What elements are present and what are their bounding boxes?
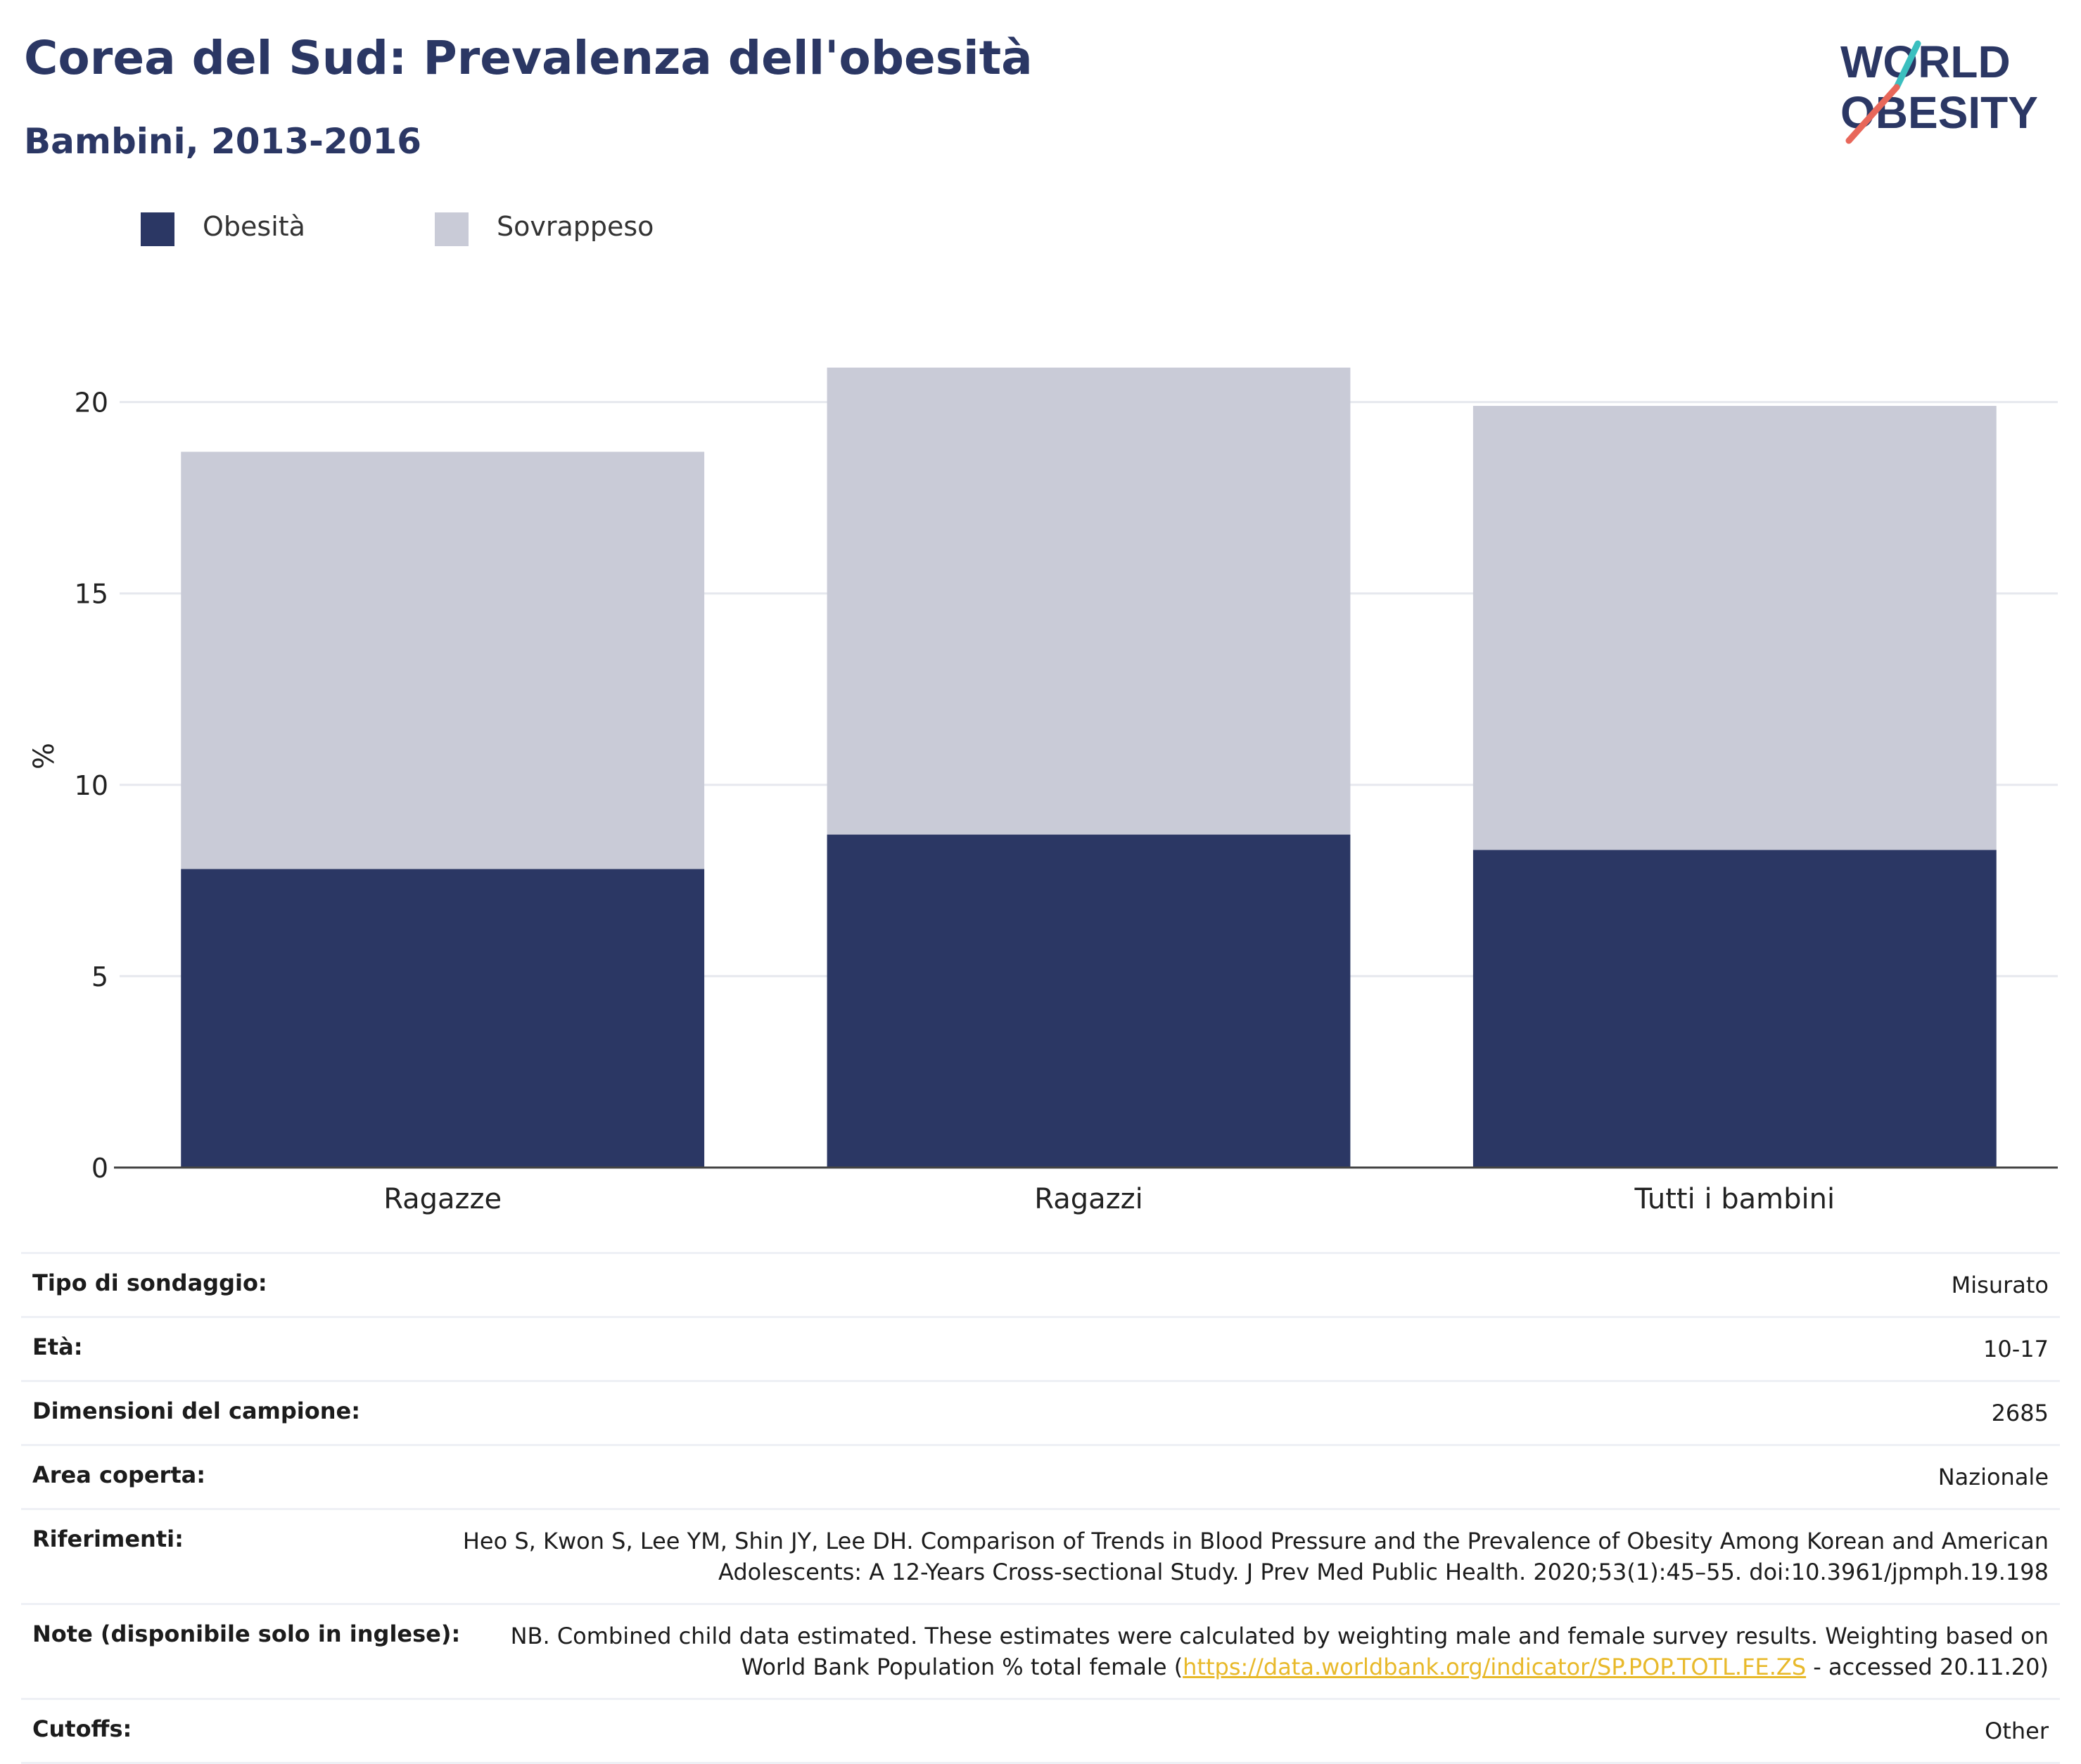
chart-subtitle: Bambini, 2013-2016 [24,121,422,162]
note-text-end: - accessed 20.11.20) [1806,1654,2049,1680]
table-row: Riferimenti: Heo S, Kwon S, Lee YM, Shin… [21,1508,2060,1603]
row-value: Heo S, Kwon S, Lee YM, Shin JY, Lee DH. … [462,1528,2049,1585]
row-value: Misurato [1951,1272,2049,1298]
x-tick-label: Tutti i bambini [1634,1183,1835,1215]
y-tick-label: 0 [91,1153,108,1184]
y-axis-label: % [28,743,61,769]
bar-overweight [181,452,705,869]
y-tick-label: 20 [75,388,108,418]
table-row: Dimensioni del campione: 2685 [21,1380,2060,1444]
y-tick-label: 15 [75,579,108,610]
logo-line1: WORLD [1840,37,2011,87]
row-key: Dimensioni del campione: [32,1398,361,1424]
table-row: Età: 10-17 [21,1316,2060,1380]
row-key: Età: [32,1334,83,1360]
row-value: Nazionale [1937,1464,2049,1490]
note-text: NB. Combined child data estimated. These… [510,1623,2049,1680]
chart-title: Corea del Sud: Prevalenza dell'obesità [24,31,1033,85]
row-key: Cutoffs: [32,1715,132,1742]
row-key: Tipo di sondaggio: [32,1270,267,1296]
bar-obesity [1472,850,1997,1168]
row-value: 10-17 [1983,1336,2049,1362]
legend-swatch-obesity [141,212,174,246]
row-value: NB. Combined child data estimated. These… [488,1621,2049,1682]
bar-overweight [1472,406,1997,850]
bar-obesity [181,869,705,1168]
legend-swatch-overweight [435,212,469,246]
y-tick-label: 5 [91,961,108,992]
legend-label-overweight: Sovrappeso [497,211,654,242]
x-tick-label: Ragazze [383,1183,502,1215]
worldbank-link[interactable]: https://data.worldbank.org/indicator/SP.… [1183,1654,1807,1680]
row-key: Area coperta: [32,1462,206,1488]
row-value: 2685 [1991,1400,2049,1426]
world-obesity-logo: WORLD OBESITY [1840,37,2038,144]
table-row: Area coperta: Nazionale [21,1444,2060,1508]
table-row: Note (disponibile solo in inglese): NB. … [21,1603,2060,1698]
y-tick-label: 10 [75,770,108,801]
row-value: Other [1985,1718,2049,1744]
row-key: Note (disponibile solo in inglese): [32,1621,461,1647]
survey-info-table: Tipo di sondaggio: Misurato Età: 10-17 D… [21,1252,2060,1764]
bar-overweight [827,367,1351,835]
bar-chart: 0 5 10 15 20% Ragazze Ragazzi Tutti i bambini [28,367,2058,1215]
table-row: Cutoffs: Other [21,1698,2060,1764]
legend-label-obesity: Obesità [203,211,305,242]
table-row: Tipo di sondaggio: Misurato [21,1252,2060,1316]
row-key: Riferimenti: [32,1526,184,1552]
x-tick-label: Ragazzi [1034,1183,1143,1215]
bar-obesity [827,834,1351,1168]
